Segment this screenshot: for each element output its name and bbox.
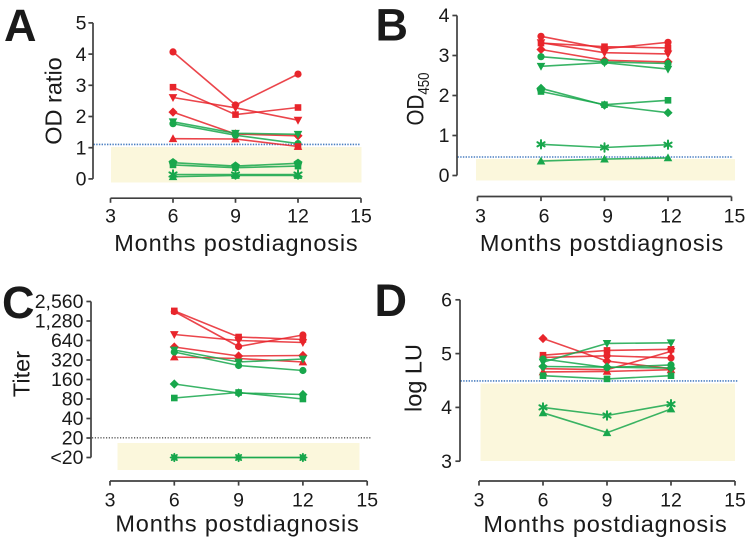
- svg-text:5: 5: [441, 343, 452, 365]
- svg-text:12: 12: [660, 490, 682, 512]
- svg-text:6: 6: [538, 490, 549, 512]
- svg-text:160: 160: [51, 369, 84, 391]
- svg-text:15: 15: [350, 205, 372, 227]
- svg-text:3: 3: [76, 75, 87, 97]
- svg-text:640: 640: [51, 330, 84, 352]
- svg-text:6: 6: [168, 205, 179, 227]
- svg-text:Months postdiagnosis: Months postdiagnosis: [114, 230, 358, 256]
- svg-text:15: 15: [724, 490, 746, 512]
- svg-text:OD450: OD450: [403, 72, 434, 125]
- svg-text:40: 40: [62, 408, 84, 430]
- svg-text:1: 1: [76, 137, 87, 159]
- svg-text:9: 9: [602, 205, 613, 227]
- svg-text:3: 3: [105, 205, 116, 227]
- svg-text:6: 6: [169, 490, 180, 512]
- svg-text:15: 15: [724, 205, 746, 227]
- svg-text:5: 5: [76, 13, 87, 35]
- svg-text:320: 320: [51, 350, 84, 372]
- svg-text:1: 1: [439, 125, 450, 147]
- svg-text:12: 12: [660, 205, 682, 227]
- svg-text:4: 4: [441, 397, 452, 419]
- svg-text:Months postdiagnosis: Months postdiagnosis: [483, 511, 727, 537]
- svg-text:2,560: 2,560: [35, 291, 84, 313]
- svg-text:<20: <20: [50, 447, 83, 469]
- svg-text:20: 20: [62, 428, 84, 450]
- svg-text:Titer: Titer: [9, 351, 35, 397]
- svg-text:OD ratio: OD ratio: [41, 57, 67, 145]
- svg-text:Months postdiagnosis: Months postdiagnosis: [115, 510, 359, 536]
- svg-text:B: B: [376, 0, 409, 51]
- svg-text:15: 15: [356, 490, 378, 512]
- svg-text:4: 4: [76, 44, 87, 66]
- svg-text:3: 3: [441, 451, 452, 473]
- svg-text:2: 2: [76, 106, 87, 128]
- svg-text:C: C: [2, 277, 35, 328]
- svg-text:12: 12: [292, 490, 314, 512]
- svg-text:log LU: log LU: [401, 344, 427, 412]
- svg-text:9: 9: [233, 490, 244, 512]
- svg-text:1,280: 1,280: [35, 311, 84, 333]
- svg-text:9: 9: [602, 490, 613, 512]
- svg-text:3: 3: [475, 205, 486, 227]
- svg-text:D: D: [375, 275, 408, 326]
- svg-text:3: 3: [474, 490, 485, 512]
- svg-text:0: 0: [439, 165, 450, 187]
- svg-text:9: 9: [230, 205, 241, 227]
- svg-text:Months postdiagnosis: Months postdiagnosis: [480, 230, 724, 256]
- svg-text:3: 3: [105, 490, 116, 512]
- svg-text:A: A: [4, 0, 37, 51]
- svg-text:2: 2: [439, 85, 450, 107]
- svg-text:3: 3: [439, 45, 450, 67]
- svg-text:12: 12: [287, 205, 309, 227]
- svg-text:4: 4: [439, 5, 450, 27]
- svg-text:6: 6: [441, 290, 452, 312]
- svg-text:80: 80: [62, 389, 84, 411]
- svg-text:0: 0: [76, 169, 87, 191]
- svg-text:6: 6: [539, 205, 550, 227]
